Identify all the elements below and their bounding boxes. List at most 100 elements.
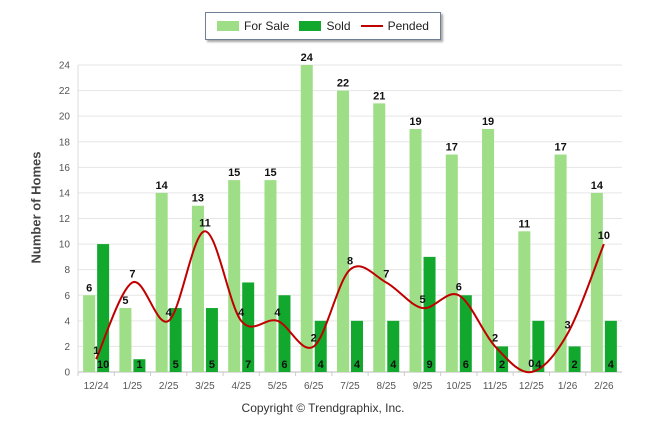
x-tick-label: 1/26 [558,381,578,392]
label-sold: 2 [499,359,505,371]
label-pended: 4 [274,307,281,319]
label-pended: 7 [129,268,135,280]
label-sold: 5 [173,359,179,371]
label-pended: 0 [528,358,534,370]
x-tick-label: 12/24 [84,381,109,392]
y-tick-label: 20 [59,112,71,123]
legend-swatch-sold-icon [299,21,322,31]
label-sold: 5 [209,359,215,371]
label-pended: 8 [347,256,353,268]
legend-item-pended[interactable]: Pended [360,19,429,33]
label-sold: 2 [572,359,578,371]
y-tick-label: 0 [64,368,70,379]
label-sold: 10 [97,359,109,371]
bar-for-sale [445,154,458,372]
y-tick-label: 8 [64,265,70,276]
bar-sold [351,320,363,372]
label-pended: 4 [166,307,173,319]
label-pended: 1 [93,345,99,357]
x-tick-label: 4/25 [231,381,251,392]
bar-for-sale [518,231,531,372]
label-pended: 3 [565,320,571,332]
label-for-sale: 15 [264,167,276,179]
bar-sold [314,320,327,372]
label-sold: 7 [245,359,251,371]
bar-for-sale [264,180,277,372]
x-tick-label: 12/25 [519,381,544,392]
x-tick-label: 6/25 [304,381,324,392]
bar-sold [387,320,400,372]
y-tick-label: 4 [64,316,70,327]
legend-item-sold[interactable]: Sold [299,19,351,33]
copyright-footer: Copyright © Trendgraphix, Inc. [241,401,405,415]
legend-swatch-for-sale-icon [217,21,240,31]
bar-for-sale [83,295,96,372]
x-tick-label: 11/25 [483,381,508,392]
bar-for-sale [409,128,422,372]
label-pended: 11 [199,217,211,229]
bar-for-sale [337,90,349,372]
bar-for-sale [228,180,241,372]
label-sold: 4 [390,359,397,371]
label-pended: 10 [598,230,610,242]
label-for-sale: 22 [337,78,349,90]
label-pended: 4 [238,307,245,319]
x-tick-label: 7/25 [340,381,360,392]
label-sold: 6 [463,359,469,371]
x-tick-label: 5/25 [268,381,288,392]
y-tick-label: 14 [59,188,71,199]
label-for-sale: 15 [228,167,240,179]
x-tick-label: 2/26 [594,381,614,392]
bar-for-sale [119,308,132,372]
bar-sold [568,346,581,372]
x-tick-label: 9/25 [413,381,433,392]
label-sold: 9 [426,359,432,371]
label-pended: 2 [492,332,498,344]
y-tick-label: 6 [64,291,70,302]
x-tick-label: 10/25 [446,381,471,392]
label-for-sale: 6 [86,282,92,294]
label-sold: 4 [354,359,361,371]
label-for-sale: 5 [122,295,128,307]
y-tick-label: 18 [59,137,71,148]
label-for-sale: 17 [554,142,566,154]
legend-line-pended-icon [360,25,383,27]
y-tick-label: 16 [59,163,71,174]
bar-sold [423,256,436,372]
label-pended: 6 [456,281,462,293]
label-pended: 7 [383,268,389,280]
bar-for-sale [155,192,168,372]
x-tick-label: 3/25 [195,381,215,392]
legend-label-pended: Pended [387,19,429,33]
label-for-sale: 14 [156,180,169,192]
x-tick-label: 2/25 [159,381,179,392]
bar-for-sale [590,192,603,372]
bar-sold [496,346,509,372]
bar-for-sale [300,65,313,372]
pended-line [95,230,605,374]
label-for-sale: 21 [373,90,385,102]
legend: For Sale Sold Pended [205,12,441,40]
label-for-sale: 19 [482,116,494,128]
bar-sold [169,308,182,372]
bar-sold [205,308,218,372]
legend-item-for-sale[interactable]: For Sale [217,19,289,33]
label-for-sale: 17 [446,142,458,154]
label-sold: 1 [136,359,142,371]
label-for-sale: 19 [409,116,421,128]
x-tick-label: 1/25 [123,381,143,392]
label-for-sale: 24 [301,52,314,64]
label-sold: 4 [318,359,325,371]
y-tick-label: 10 [59,240,71,251]
label-sold: 4 [608,359,615,371]
bar-sold [604,320,617,372]
label-sold: 4 [535,359,542,371]
label-for-sale: 14 [591,180,604,192]
y-tick-label: 12 [59,214,71,225]
bar-sold [278,295,291,372]
y-tick-label: 2 [64,342,70,353]
bar-for-sale [373,103,386,372]
bar-for-sale [554,154,567,372]
